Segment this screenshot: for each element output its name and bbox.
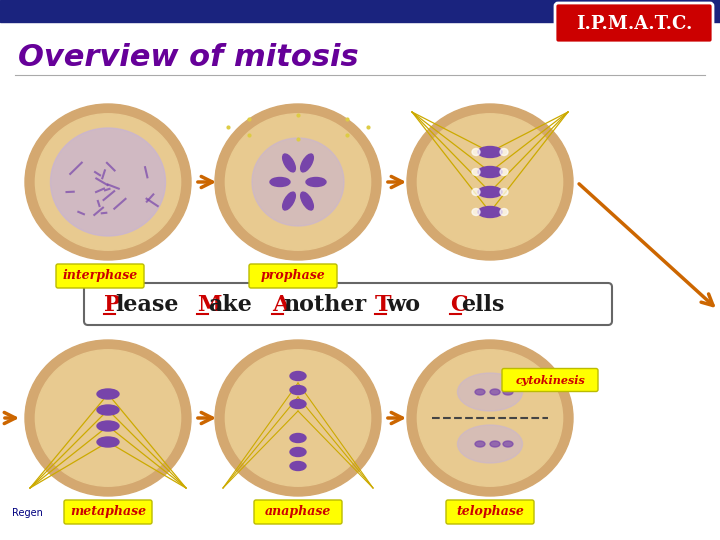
Text: metaphase: metaphase bbox=[70, 505, 146, 518]
Ellipse shape bbox=[503, 441, 513, 447]
FancyBboxPatch shape bbox=[56, 264, 144, 288]
Ellipse shape bbox=[472, 168, 480, 176]
Ellipse shape bbox=[503, 389, 513, 395]
Ellipse shape bbox=[283, 192, 295, 210]
Ellipse shape bbox=[290, 372, 306, 381]
Ellipse shape bbox=[475, 389, 485, 395]
Ellipse shape bbox=[418, 350, 562, 486]
Ellipse shape bbox=[472, 148, 480, 156]
FancyBboxPatch shape bbox=[254, 500, 342, 524]
Ellipse shape bbox=[283, 154, 295, 172]
Ellipse shape bbox=[290, 448, 306, 456]
Ellipse shape bbox=[97, 421, 119, 431]
Text: A: A bbox=[272, 294, 289, 316]
Ellipse shape bbox=[97, 389, 119, 399]
Ellipse shape bbox=[35, 350, 181, 486]
Text: Regen: Regen bbox=[12, 508, 43, 518]
FancyBboxPatch shape bbox=[555, 3, 713, 43]
Text: T: T bbox=[375, 294, 392, 316]
FancyBboxPatch shape bbox=[502, 368, 598, 392]
Ellipse shape bbox=[407, 104, 573, 260]
Ellipse shape bbox=[500, 188, 508, 195]
Ellipse shape bbox=[270, 178, 290, 186]
Text: ake: ake bbox=[208, 294, 252, 316]
Ellipse shape bbox=[215, 340, 381, 496]
FancyBboxPatch shape bbox=[64, 500, 152, 524]
Text: I.P.M.A.T.C.: I.P.M.A.T.C. bbox=[576, 15, 692, 33]
Ellipse shape bbox=[490, 441, 500, 447]
Ellipse shape bbox=[472, 208, 480, 215]
Ellipse shape bbox=[457, 373, 523, 411]
Ellipse shape bbox=[478, 146, 502, 158]
Text: M: M bbox=[197, 294, 222, 316]
Ellipse shape bbox=[478, 206, 502, 218]
Ellipse shape bbox=[35, 114, 181, 250]
Ellipse shape bbox=[478, 186, 502, 198]
Ellipse shape bbox=[50, 128, 166, 236]
Text: nother: nother bbox=[283, 294, 366, 316]
Ellipse shape bbox=[475, 441, 485, 447]
Text: interphase: interphase bbox=[63, 269, 138, 282]
Text: ells: ells bbox=[461, 294, 505, 316]
Text: telophase: telophase bbox=[456, 505, 524, 518]
Ellipse shape bbox=[25, 104, 191, 260]
Ellipse shape bbox=[97, 405, 119, 415]
Ellipse shape bbox=[500, 168, 508, 176]
Ellipse shape bbox=[215, 104, 381, 260]
Text: anaphase: anaphase bbox=[265, 505, 331, 518]
Text: C: C bbox=[450, 294, 467, 316]
Ellipse shape bbox=[472, 188, 480, 195]
Text: wo: wo bbox=[386, 294, 420, 316]
Text: Overview of mitosis: Overview of mitosis bbox=[18, 44, 359, 72]
Ellipse shape bbox=[290, 434, 306, 442]
Ellipse shape bbox=[225, 350, 371, 486]
Text: lease: lease bbox=[115, 294, 179, 316]
Ellipse shape bbox=[252, 138, 344, 226]
Ellipse shape bbox=[290, 400, 306, 408]
Ellipse shape bbox=[478, 166, 502, 178]
Ellipse shape bbox=[301, 192, 313, 210]
Ellipse shape bbox=[290, 386, 306, 395]
Bar bbox=[0, 0, 720, 22]
Ellipse shape bbox=[490, 389, 500, 395]
Ellipse shape bbox=[97, 437, 119, 447]
Ellipse shape bbox=[500, 148, 508, 156]
Text: P: P bbox=[104, 294, 121, 316]
Ellipse shape bbox=[301, 154, 313, 172]
FancyBboxPatch shape bbox=[84, 283, 612, 325]
Ellipse shape bbox=[500, 208, 508, 215]
Ellipse shape bbox=[306, 178, 326, 186]
Ellipse shape bbox=[25, 340, 191, 496]
Ellipse shape bbox=[407, 340, 573, 496]
Ellipse shape bbox=[418, 114, 562, 250]
FancyBboxPatch shape bbox=[446, 500, 534, 524]
Ellipse shape bbox=[457, 425, 523, 463]
Text: prophase: prophase bbox=[261, 269, 325, 282]
Text: cytokinesis: cytokinesis bbox=[515, 375, 585, 386]
Ellipse shape bbox=[225, 114, 371, 250]
FancyBboxPatch shape bbox=[249, 264, 337, 288]
Ellipse shape bbox=[290, 462, 306, 470]
